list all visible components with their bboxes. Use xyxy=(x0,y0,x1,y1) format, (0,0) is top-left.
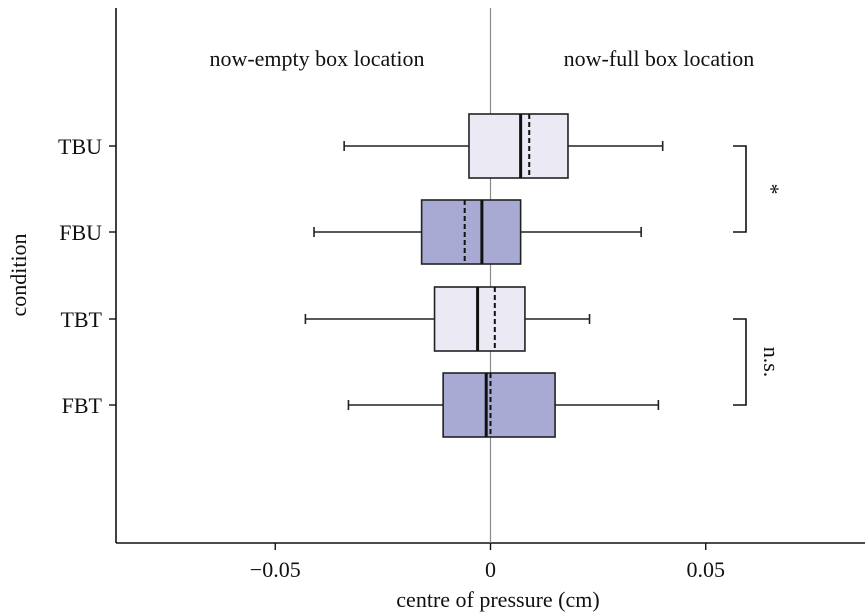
x-ticks-group: −0.05 0 0.05 xyxy=(250,543,725,582)
x-tick-label: 0 xyxy=(485,557,496,582)
significance-label: n.s. xyxy=(759,347,784,378)
y-axis-title: condition xyxy=(6,233,31,316)
iqr-box xyxy=(433,286,526,352)
iqr-box xyxy=(442,372,556,438)
significance-group: * n.s. xyxy=(733,145,784,406)
box-fbt xyxy=(347,372,660,438)
y-tick-label: TBU xyxy=(58,134,102,159)
x-tick-label: 0.05 xyxy=(686,557,725,582)
y-tick-label: FBT xyxy=(62,393,103,418)
boxes-group xyxy=(304,113,664,438)
region-label-left: now-empty box location xyxy=(209,46,424,71)
x-axis-title: centre of pressure (cm) xyxy=(396,587,599,612)
box-fbu xyxy=(313,199,642,265)
x-tick-label: −0.05 xyxy=(250,557,301,582)
region-label-right: now-full box location xyxy=(564,46,755,71)
significance-bracket xyxy=(733,145,747,233)
significance-bracket xyxy=(733,318,747,406)
y-tick-label: TBT xyxy=(60,307,102,332)
iqr-box xyxy=(420,199,522,265)
significance-label: * xyxy=(759,184,784,195)
y-ticks-group: TBU FBU TBT FBT xyxy=(58,134,116,418)
iqr-box xyxy=(468,113,569,179)
box-tbu xyxy=(343,113,664,179)
box-tbt xyxy=(304,286,591,352)
y-tick-label: FBU xyxy=(59,220,102,245)
